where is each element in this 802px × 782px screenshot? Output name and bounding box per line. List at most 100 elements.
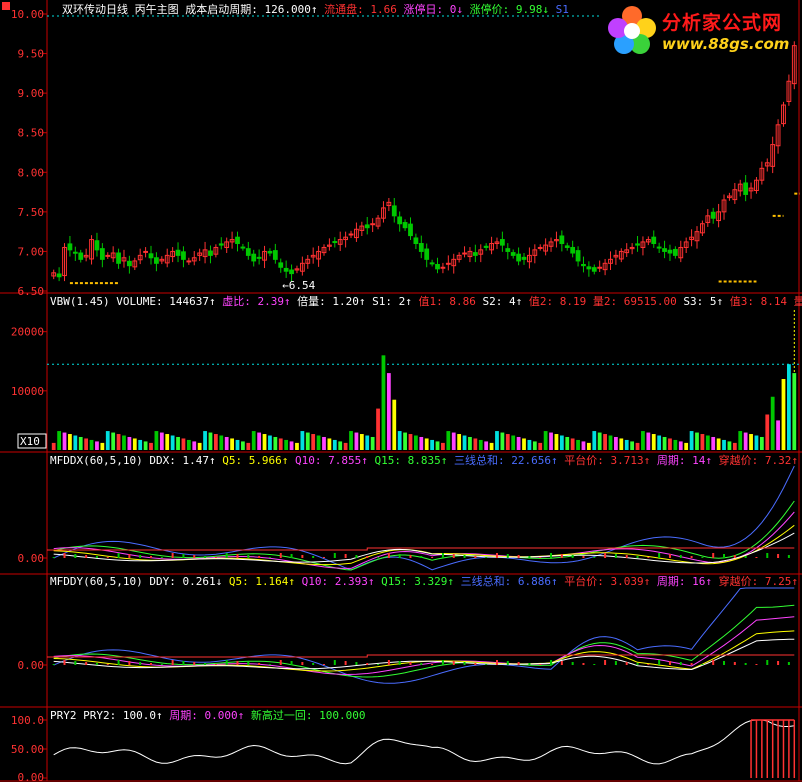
volume-unit-box — [17, 433, 47, 449]
candle-body — [337, 239, 343, 245]
ddx-bar — [528, 556, 531, 558]
ddx-bar — [625, 555, 628, 558]
candle-body — [245, 248, 251, 256]
ddx-bar — [139, 555, 142, 558]
ddy-bars — [52, 660, 790, 665]
volume-bar — [597, 432, 602, 450]
ddy-header-item: 三线总和: 6.886↑ — [454, 575, 558, 588]
menu-icon[interactable] — [2, 2, 10, 10]
volume-bar — [684, 442, 689, 450]
volume-bar — [311, 434, 316, 450]
volume-bar — [419, 436, 424, 450]
ddx-bar — [636, 556, 639, 558]
ddx-header-item: 平台价: 3.713↑ — [557, 454, 651, 467]
candle-body — [256, 256, 262, 259]
candle-body — [775, 124, 781, 147]
ddx-zero-label: 0.00 — [18, 552, 45, 565]
ddy-header-item: 穿越价: 7.25↑ — [712, 575, 798, 588]
volume-bar — [349, 431, 353, 450]
pry-header-item: PRY2 — [50, 709, 84, 722]
ddx-bar — [128, 554, 131, 558]
volume-header-item: S3: 5↑ — [676, 295, 724, 308]
candle-body — [759, 167, 765, 181]
volume-bar — [365, 435, 370, 450]
volume-bar — [522, 438, 526, 450]
volume-bar — [413, 435, 418, 450]
candle-body — [505, 248, 511, 252]
volume-header-item: 虚比: 2.39↑ — [215, 295, 291, 308]
ddy-bar — [755, 664, 758, 665]
ddx-header-item: 穿越价: 7.32↑ — [712, 454, 798, 467]
candle-body — [591, 267, 597, 272]
pry-series-line — [53, 719, 795, 765]
volume-bar — [197, 442, 202, 450]
candle-body — [743, 182, 749, 195]
candle-body — [435, 263, 440, 270]
volume-bar — [576, 439, 580, 450]
pry-header-item: 新高过一回: 100.000 — [244, 709, 366, 722]
candle-body — [132, 260, 138, 268]
volume-bar — [749, 434, 753, 450]
volume-bar — [127, 436, 132, 450]
volume-bar — [700, 434, 705, 450]
ddx-bar — [593, 557, 596, 558]
candle-body — [645, 239, 651, 243]
volume-bar — [289, 441, 294, 450]
volume-bar — [122, 435, 126, 450]
candle-body — [472, 252, 478, 256]
candle-body — [451, 258, 457, 267]
ddx-bar — [301, 555, 304, 558]
candle-body — [548, 241, 554, 247]
main-header: 双环传动日线 丙午主图 成本启动周期: 126.000↑ 流通盘: 1.66 涨… — [62, 4, 569, 16]
volume-bar — [322, 436, 326, 450]
volume-bar — [754, 435, 759, 450]
ddx-bar — [766, 553, 769, 558]
candle-body — [543, 244, 549, 252]
ddy-bar — [355, 662, 358, 665]
volume-bar — [786, 364, 791, 450]
volume-bar — [435, 441, 440, 450]
ddy-bar — [366, 663, 369, 665]
candle-body — [181, 251, 186, 260]
candle-body — [305, 258, 311, 264]
candle-body — [732, 189, 738, 201]
volume-bar — [776, 420, 780, 450]
candle-body — [294, 268, 300, 271]
ddx-bar — [193, 555, 196, 558]
volume-bar — [208, 432, 213, 450]
volume-bar — [451, 432, 456, 450]
ddy-bar — [560, 661, 563, 665]
pry-header-item: 周期: 0.000↑ — [162, 709, 245, 722]
volume-bar — [230, 438, 234, 450]
volume-bar — [651, 434, 656, 450]
volume-bar — [511, 435, 516, 450]
ddy-zero-label: 0.00 — [18, 659, 45, 672]
candle-body — [537, 246, 543, 249]
ddx-bar — [517, 555, 520, 558]
candle-body — [494, 241, 500, 245]
candle-body — [662, 248, 667, 252]
volume-bar — [641, 431, 645, 450]
ddx-bar — [85, 555, 88, 558]
candle-body — [413, 237, 419, 245]
ddy-bar — [582, 663, 585, 665]
ddy-bar — [258, 663, 261, 665]
candle-body — [489, 243, 494, 251]
ddx-bar — [723, 554, 726, 558]
ddy-bar — [787, 662, 790, 665]
volume-bar — [278, 438, 283, 450]
candle-body — [478, 249, 484, 255]
ddx-header-item: Q15: 8.835↑ — [367, 454, 448, 467]
ddy-series-line — [53, 638, 795, 671]
candle-body — [764, 162, 770, 167]
volume-bar — [397, 431, 402, 450]
volume-bar — [484, 441, 489, 450]
ddx-bar — [431, 557, 434, 558]
candle-body — [175, 249, 181, 256]
volume-bar — [608, 435, 613, 450]
ddy-bar — [712, 660, 715, 665]
volume-bar — [765, 414, 770, 450]
candle-body — [408, 223, 413, 237]
main-header-item: 流通盘: 1.66 — [317, 3, 397, 16]
volume-bar — [159, 432, 164, 450]
